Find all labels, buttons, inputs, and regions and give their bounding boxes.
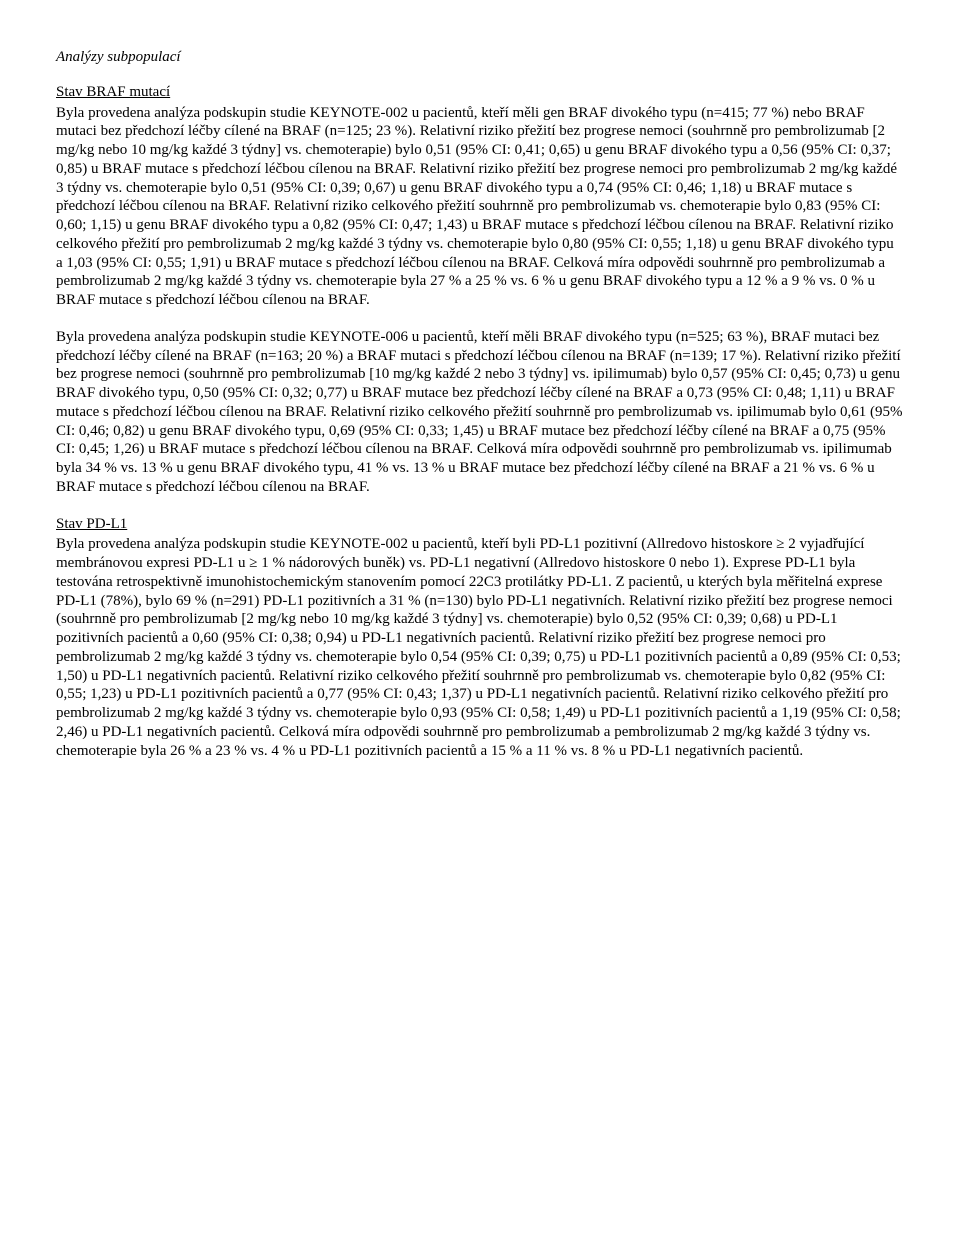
spacer: [56, 69, 904, 83]
paragraph-pdl1: Byla provedena analýza podskupin studie …: [56, 535, 904, 760]
paragraph-braf-keynote006: Byla provedena analýza podskupin studie …: [56, 328, 904, 497]
paragraph-braf-keynote002: Byla provedena analýza podskupin studie …: [56, 104, 904, 310]
section-title: Analýzy subpopulací: [56, 48, 904, 67]
subheading-pdl1: Stav PD-L1: [56, 515, 904, 534]
subheading-braf: Stav BRAF mutací: [56, 83, 904, 102]
